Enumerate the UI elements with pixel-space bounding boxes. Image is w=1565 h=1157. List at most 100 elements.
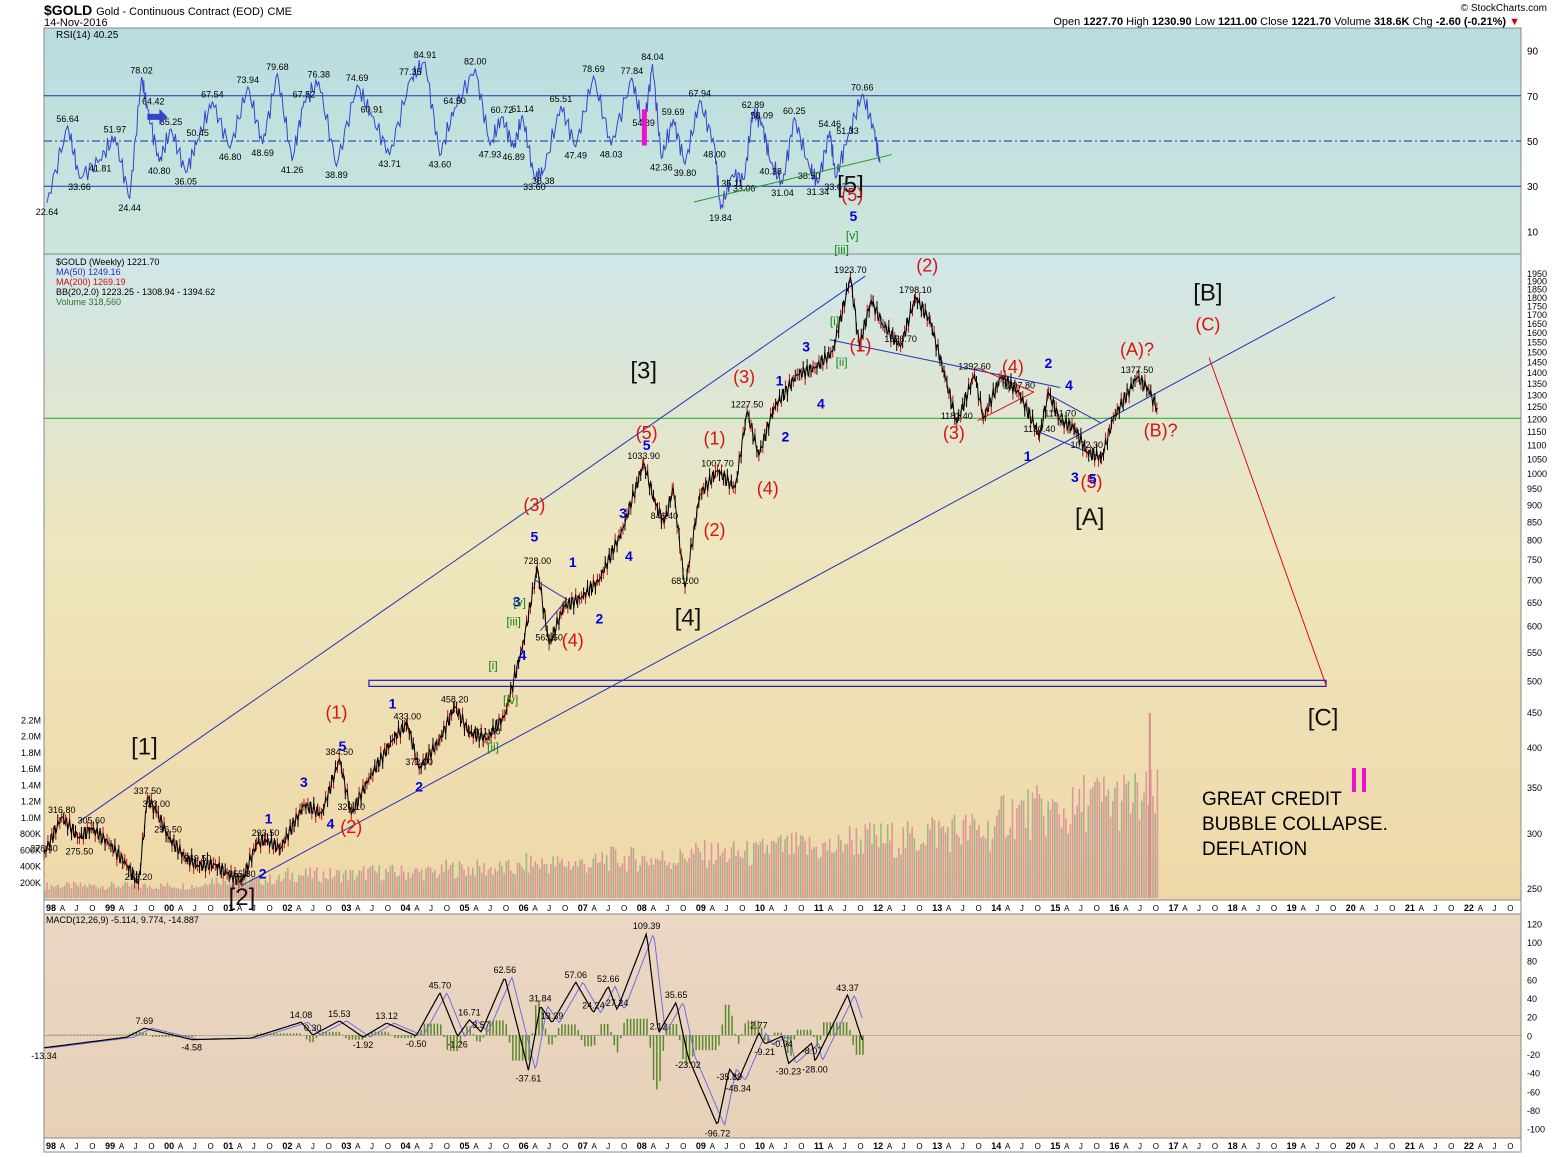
volume-bar: [563, 866, 566, 898]
volume-bar: [735, 855, 737, 898]
rsi-data-label: 54.46: [818, 119, 841, 129]
volume-bar: [786, 835, 789, 898]
price-data-label: 316.80: [48, 805, 76, 815]
x-month-label: O: [1271, 1142, 1277, 1151]
x-month-label: A: [178, 904, 184, 913]
volume-bar: [962, 819, 965, 898]
volume-bar: [1123, 774, 1125, 898]
volume-bar: [895, 857, 898, 898]
annotation-text: GREAT CREDIT: [1202, 789, 1342, 810]
macd-data-label: -28.00: [802, 1064, 828, 1074]
price-tick-label: 1100: [1527, 440, 1546, 450]
x-month-label: A: [946, 904, 952, 913]
volume-bar: [1087, 805, 1090, 898]
macd-histogram-bar: [826, 1022, 828, 1036]
x-month-label: J: [252, 904, 256, 913]
volume-bar: [262, 885, 265, 898]
rsi-data-label: 24.44: [118, 203, 141, 213]
macd-histogram-bar: [744, 1023, 746, 1036]
wave-label: (4): [757, 479, 779, 499]
x-year-label: 99: [105, 1141, 115, 1151]
rsi-data-label: 79.68: [266, 62, 289, 72]
volume-bar: [215, 877, 218, 898]
volume-bar: [365, 879, 367, 898]
volume-bar: [1022, 800, 1025, 898]
volume-bar: [989, 851, 991, 898]
macd-line: [43, 931, 863, 1125]
macd-data-label: 27.24: [606, 998, 629, 1008]
channel-upper: [79, 275, 866, 822]
price-data-label: 372.00: [405, 757, 433, 767]
volume-tick-label: 2.0M: [21, 732, 41, 742]
macd-histogram-bar: [109, 1034, 111, 1036]
volume-bar: [576, 866, 579, 898]
volume-bar: [612, 847, 615, 898]
x-month-label: O: [1507, 904, 1513, 913]
annotation-text: BUBBLE COLLAPSE.: [1202, 814, 1388, 835]
x-month-label: O: [680, 1142, 686, 1151]
volume-bar: [1004, 837, 1007, 898]
volume-bar: [703, 839, 706, 898]
volume-bar: [77, 886, 80, 898]
volume-bar: [1031, 792, 1034, 898]
rsi-data-label: 70.66: [851, 82, 874, 92]
macd-histogram-bar: [296, 1033, 298, 1036]
volume-bar: [784, 839, 786, 898]
macd-histogram-bar: [279, 1033, 282, 1036]
wave-label: (2): [916, 255, 938, 275]
x-month-label: J: [488, 904, 492, 913]
x-year-label: 11: [814, 1141, 824, 1151]
price-tick-label: 1250: [1527, 402, 1547, 412]
volume-bar: [737, 850, 740, 898]
x-year-label: 18: [1228, 1141, 1238, 1151]
rsi-data-label: 61.14: [511, 104, 534, 114]
volume-bar: [1152, 796, 1154, 898]
wave-label: 1: [569, 554, 577, 570]
volume-bar: [621, 863, 624, 898]
volume-bar: [1009, 827, 1012, 898]
macd-histogram-bar: [358, 1035, 360, 1040]
wave-label: 2: [1044, 355, 1052, 371]
price-tick-label: 900: [1527, 500, 1542, 510]
volume-tick-label: 1.6M: [21, 764, 41, 774]
macd-histogram-bar: [623, 1022, 625, 1036]
x-month-label: A: [355, 904, 361, 913]
volume-bar: [650, 858, 653, 898]
volume-bar: [1047, 801, 1049, 898]
volume-bar: [875, 835, 878, 898]
macd-histogram-bar: [534, 1005, 537, 1036]
volume-bar: [893, 858, 896, 898]
macd-data-label: -30.23: [776, 1067, 802, 1077]
volume-bar: [697, 847, 699, 898]
volume-bar: [677, 862, 679, 898]
volume-bar: [1141, 800, 1143, 898]
x-year-label: 08: [637, 1141, 647, 1151]
price-data-label: 1923.70: [834, 265, 867, 275]
volume-bar: [59, 888, 62, 898]
x-month-label: O: [1212, 904, 1218, 913]
volume-bar: [501, 866, 503, 898]
macd-data-label: 35.65: [665, 990, 688, 1000]
volume-bar: [848, 826, 851, 898]
volume-bar: [316, 867, 318, 898]
price-tick-label: 1550: [1527, 338, 1547, 348]
macd-data-label: 45.70: [429, 981, 452, 991]
macd-data-label: -23.02: [675, 1060, 701, 1070]
macd-histogram-bar: [724, 1004, 727, 1036]
wave-label: 3: [619, 505, 627, 521]
macd-tick-label: -40: [1527, 1069, 1540, 1079]
x-month-label: O: [976, 1142, 982, 1151]
price-data-label: 278.40: [30, 844, 58, 854]
macd-histogram-bar: [656, 1035, 658, 1090]
macd-data-label: 43.37: [836, 983, 859, 993]
macd-histogram-bar: [665, 1024, 668, 1036]
x-month-label: A: [296, 1142, 302, 1151]
volume-bar: [133, 885, 135, 898]
price-tick-label: 350: [1527, 783, 1542, 793]
wave-label: (1): [325, 703, 347, 723]
volume-bar: [242, 874, 245, 898]
macd-histogram-bar: [495, 1020, 498, 1036]
volume-bar: [458, 860, 461, 898]
macd-histogram-bar: [528, 1035, 530, 1061]
volume-bar: [904, 847, 907, 898]
